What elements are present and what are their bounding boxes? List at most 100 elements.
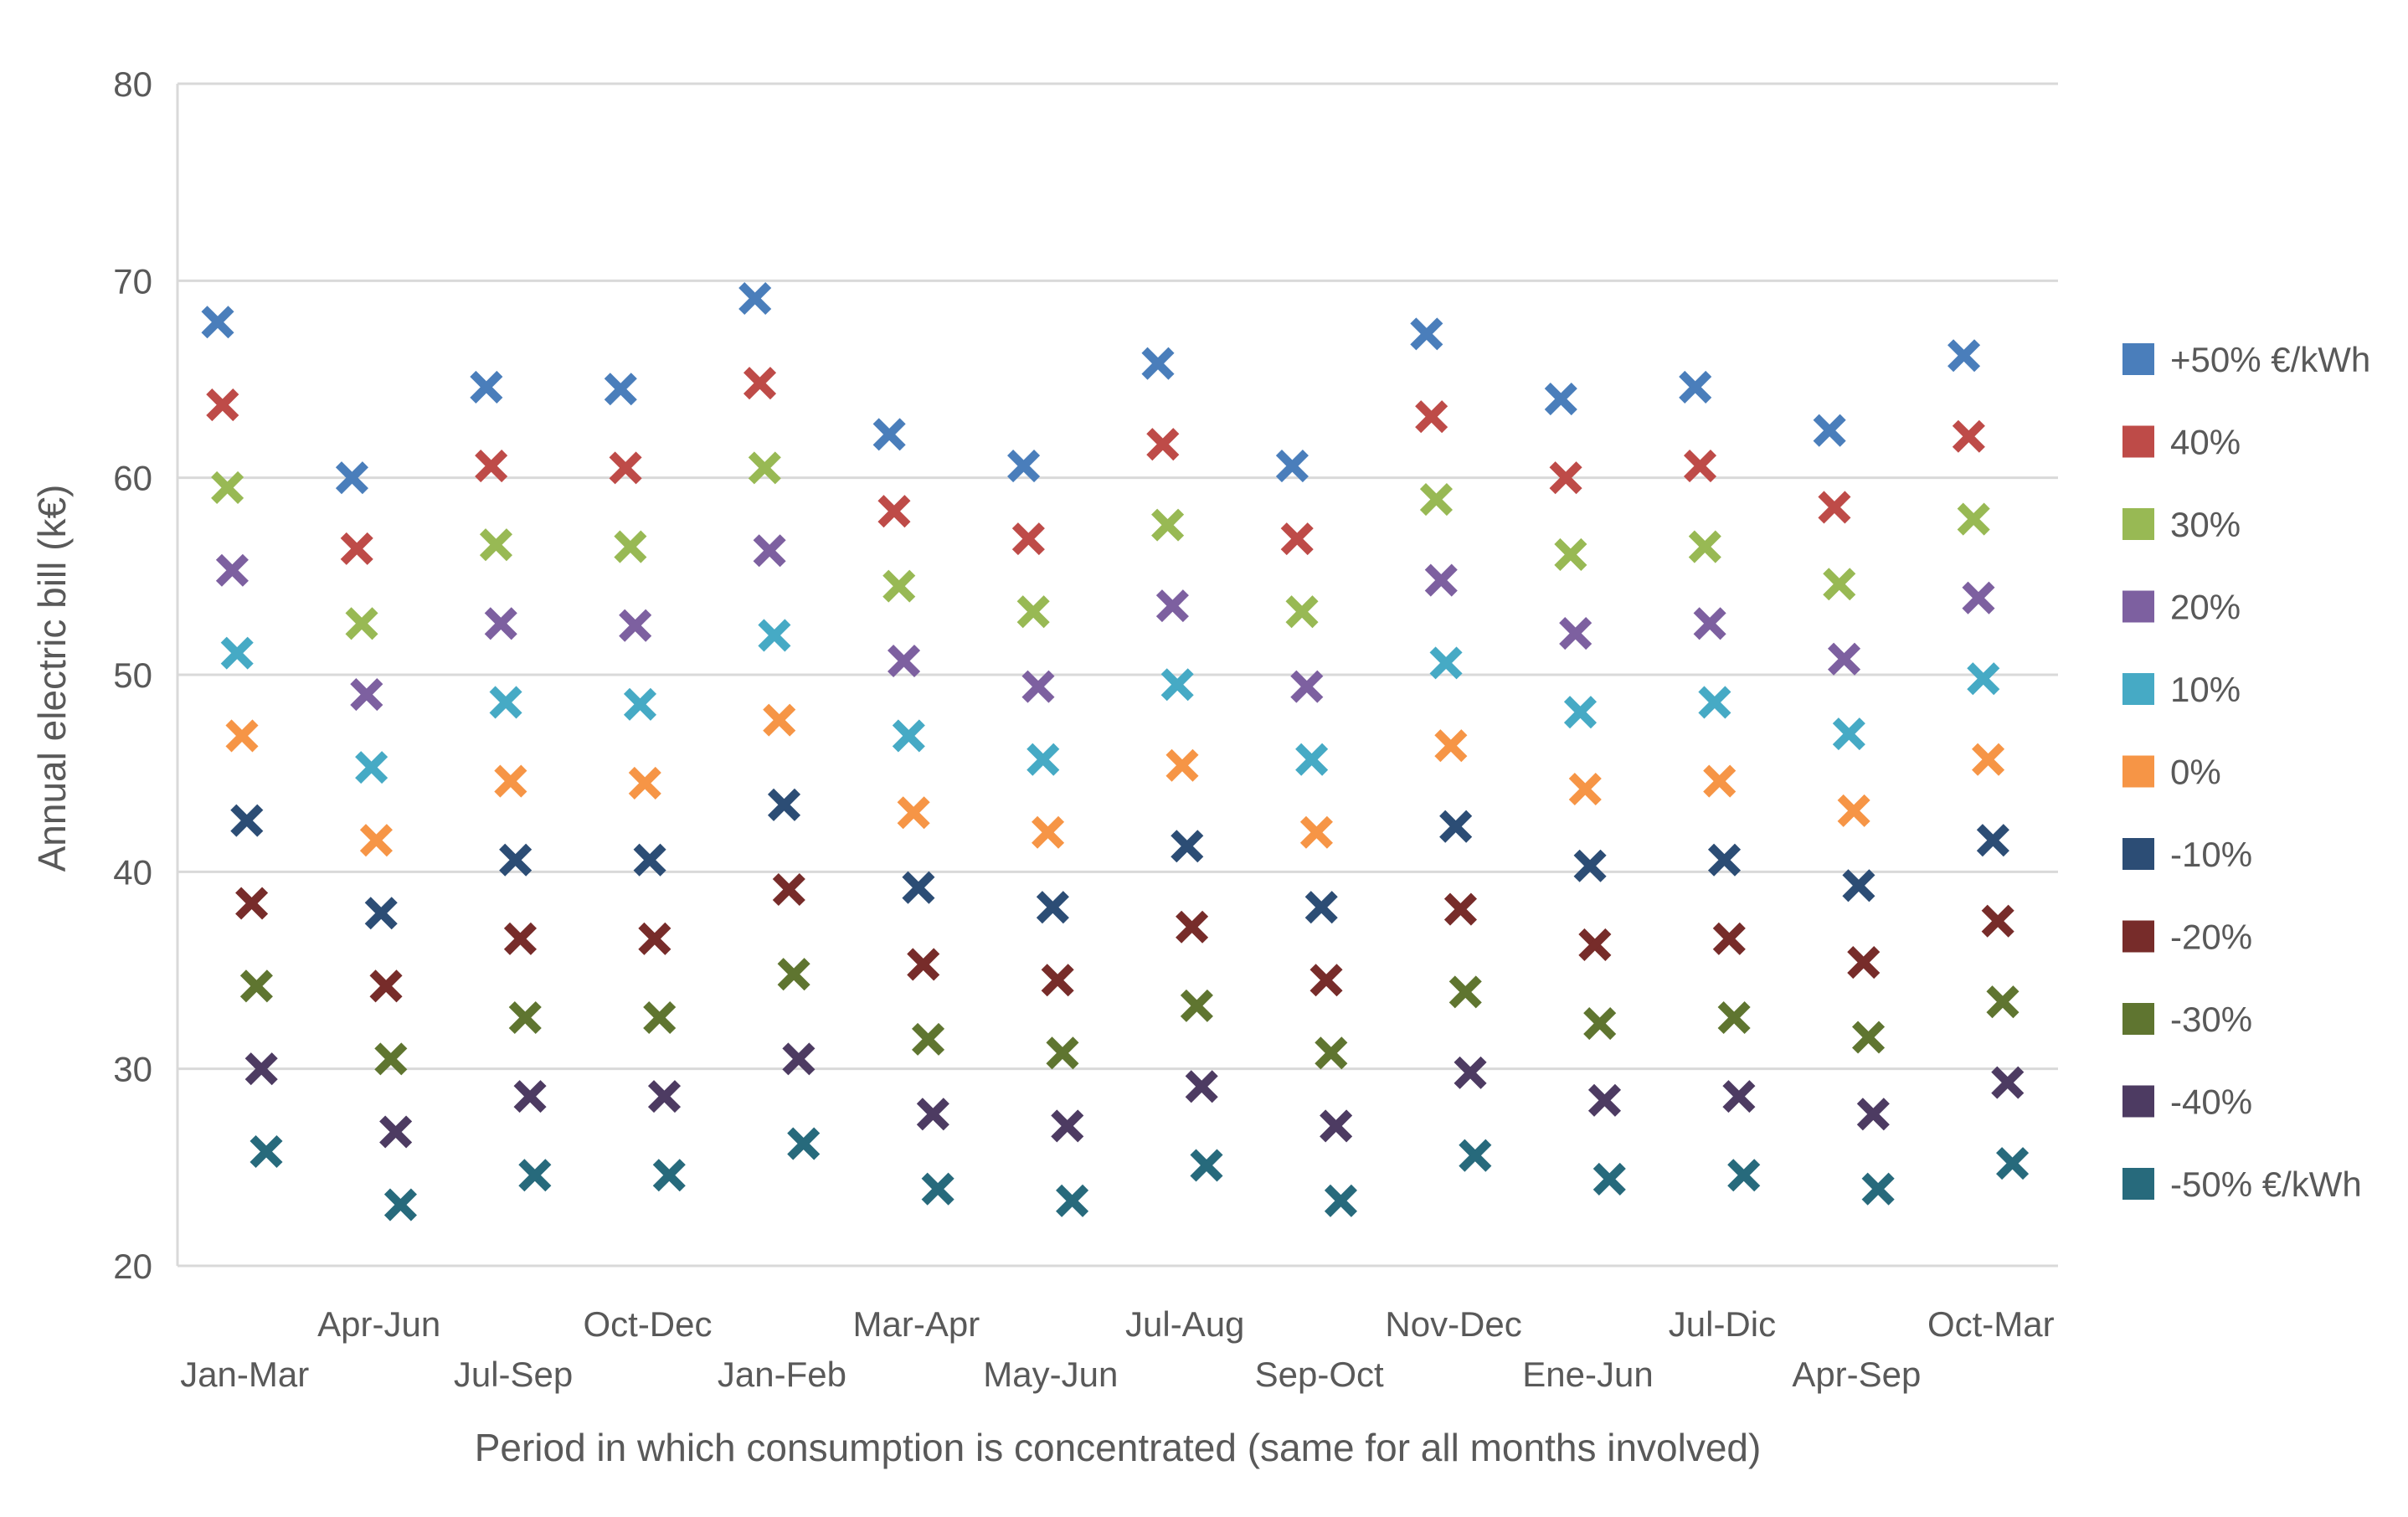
data-point xyxy=(239,969,273,1003)
x-tick-label: Oct-Dec xyxy=(583,1304,712,1344)
data-point xyxy=(1578,928,1612,961)
data-point xyxy=(1424,563,1458,597)
data-point xyxy=(1439,810,1473,843)
data-point xyxy=(1856,1098,1890,1131)
data-point xyxy=(1967,662,2000,696)
data-point xyxy=(1563,696,1598,729)
data-point xyxy=(1007,450,1041,483)
legend-label: +50% €/kWh xyxy=(2170,340,2370,379)
data-point xyxy=(1190,1149,1223,1182)
data-point xyxy=(335,461,368,495)
data-point xyxy=(1304,891,1338,924)
data-point xyxy=(1180,989,1213,1022)
data-point xyxy=(1693,607,1726,640)
y-axis-label: Annual electric bill (k€) xyxy=(30,485,74,872)
data-point xyxy=(1996,1147,2030,1180)
data-point xyxy=(1717,1000,1751,1035)
data-point xyxy=(225,719,259,753)
data-point xyxy=(1459,1139,1492,1172)
data-point xyxy=(912,1022,945,1056)
data-point xyxy=(1155,589,1189,623)
data-point xyxy=(763,703,796,737)
data-point xyxy=(479,528,512,562)
data-point xyxy=(1011,522,1045,556)
data-point xyxy=(1185,1070,1218,1103)
data-point xyxy=(758,619,791,652)
data-point xyxy=(1722,1080,1756,1113)
data-point xyxy=(355,751,388,784)
data-point xyxy=(907,948,940,981)
data-point xyxy=(921,1172,954,1206)
data-point xyxy=(782,1042,816,1076)
data-point xyxy=(877,495,911,528)
data-point xyxy=(470,370,503,404)
data-point xyxy=(882,569,916,603)
data-point xyxy=(1285,595,1319,629)
data-point xyxy=(1828,642,1861,676)
legend-swatch xyxy=(2122,1085,2154,1118)
x-tick-label: Jan-Mar xyxy=(180,1355,309,1394)
legend-swatch xyxy=(2122,1003,2154,1035)
data-point xyxy=(489,686,522,719)
data-point xyxy=(1707,843,1742,877)
data-point xyxy=(1160,668,1194,702)
data-point xyxy=(777,958,810,991)
data-point xyxy=(1587,1083,1622,1117)
data-point xyxy=(1324,1184,1357,1217)
data-point xyxy=(1036,891,1069,924)
data-point xyxy=(1146,428,1180,461)
data-point xyxy=(503,922,537,955)
data-point xyxy=(1454,1056,1487,1089)
legend-label: -20% xyxy=(2170,918,2252,957)
data-point xyxy=(1032,815,1065,849)
data-point xyxy=(350,677,383,712)
data-point xyxy=(748,451,781,485)
data-point xyxy=(1842,869,1875,902)
data-point xyxy=(383,1188,417,1221)
data-point xyxy=(215,553,249,587)
legend-swatch xyxy=(2122,755,2154,788)
data-point xyxy=(220,636,254,670)
data-point xyxy=(230,804,264,837)
data-point xyxy=(623,687,657,721)
data-point xyxy=(1986,985,2020,1019)
data-point xyxy=(1429,646,1463,680)
x-tick-label: Jul-Sep xyxy=(454,1355,573,1394)
x-tick-label: Nov-Dec xyxy=(1385,1304,1521,1344)
data-point xyxy=(1434,729,1468,763)
data-point xyxy=(1962,581,1995,615)
x-tick-label: Apr-Sep xyxy=(1792,1355,1921,1394)
data-point xyxy=(235,887,269,920)
y-tick-label: 40 xyxy=(113,852,152,892)
y-tick-label: 80 xyxy=(113,64,152,104)
data-point xyxy=(753,534,786,568)
data-point xyxy=(1151,508,1185,542)
x-tick-label: Ene-Jun xyxy=(1522,1355,1653,1394)
data-point xyxy=(1688,530,1721,563)
data-point xyxy=(379,1115,413,1149)
legend-swatch xyxy=(2122,1168,2154,1200)
data-point xyxy=(619,609,652,642)
data-point xyxy=(1727,1159,1761,1192)
data-point xyxy=(892,719,925,753)
data-point xyxy=(1016,595,1050,629)
data-point xyxy=(1320,1109,1353,1143)
legend-label: -30% xyxy=(2170,1000,2252,1039)
data-point xyxy=(1679,370,1712,404)
x-tick-label: May-Jun xyxy=(983,1355,1118,1394)
data-point xyxy=(1957,502,1990,536)
data-point xyxy=(1549,461,1582,495)
data-point xyxy=(1554,537,1587,571)
data-point xyxy=(1171,830,1204,863)
legend-label: -10% xyxy=(2170,835,2252,874)
data-point xyxy=(1568,772,1602,806)
legend: +50% €/kWh 40% 30% 20% 10% 0% -10% -20% -30% -40%… xyxy=(2122,340,2370,1204)
data-point xyxy=(1295,743,1329,776)
y-axis-ticks: 20 30 40 50 60 70 80 xyxy=(113,64,152,1286)
legend-label: -50% €/kWh xyxy=(2170,1165,2362,1204)
data-point xyxy=(494,764,527,798)
y-tick-label: 30 xyxy=(113,1050,152,1089)
data-point xyxy=(1852,1021,1886,1054)
